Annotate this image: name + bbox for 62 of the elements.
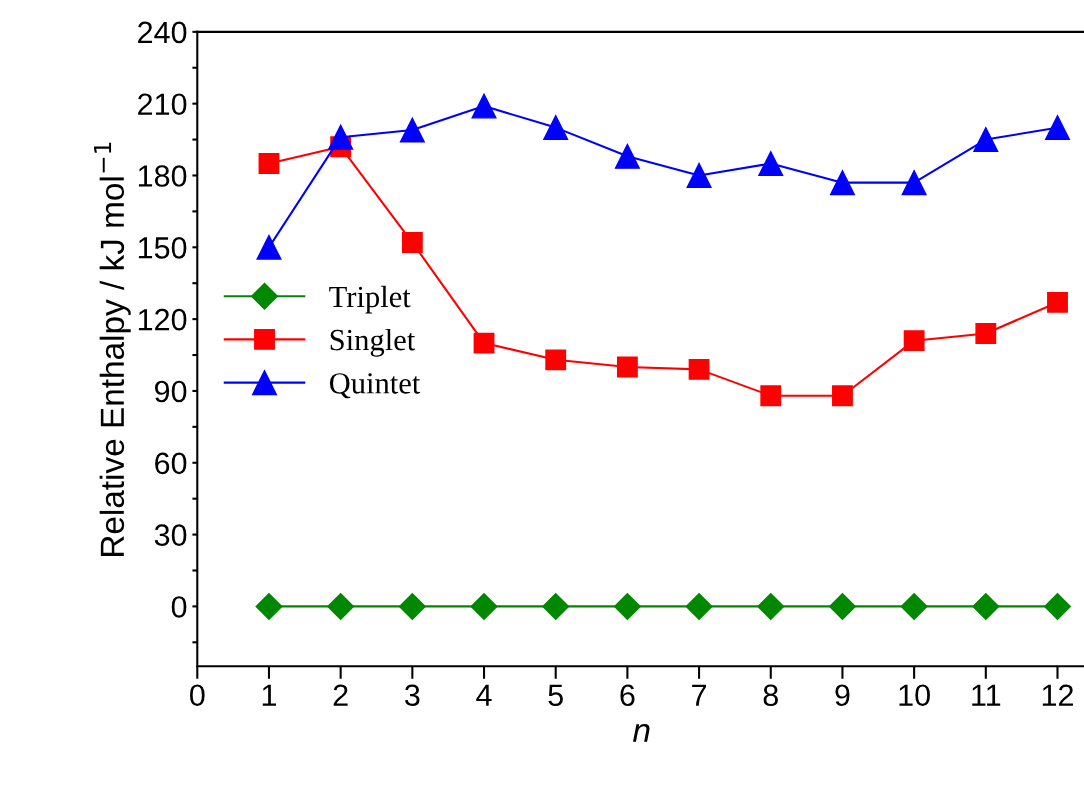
y-tick-label: 30: [154, 524, 187, 546]
point: [1047, 291, 1068, 313]
y-tick-label: 0: [171, 596, 187, 618]
y-tick-label: 210: [138, 93, 187, 116]
point: [542, 592, 570, 620]
legend-label: Singlet: [330, 328, 416, 357]
point: [900, 592, 928, 620]
point: [255, 592, 283, 620]
point: [327, 592, 355, 620]
point: [760, 385, 782, 407]
x-tick-label: 5: [548, 684, 563, 707]
point: [613, 592, 641, 620]
point: [471, 93, 497, 119]
x-tick-label: 12: [1042, 684, 1073, 706]
y-tick-label: 150: [138, 237, 187, 259]
point: [975, 323, 997, 344]
point: [256, 234, 282, 260]
point: [686, 162, 712, 188]
point: [1044, 115, 1070, 141]
point: [543, 115, 569, 141]
point: [973, 127, 999, 153]
point: [901, 170, 927, 196]
point: [1044, 592, 1071, 620]
x-tick-label: 1: [262, 684, 276, 706]
x-tick-label: 9: [835, 684, 850, 707]
point: [972, 592, 1000, 620]
point: [903, 330, 925, 352]
x-tick-label: 6: [620, 684, 635, 707]
point: [758, 151, 784, 177]
y-tick-label: 60: [155, 452, 187, 475]
y-tick-label: 240: [138, 21, 187, 44]
point: [685, 592, 713, 620]
x-tick-label: 2: [333, 684, 348, 706]
legend-label: Quintet: [329, 373, 421, 399]
x-tick-label: 11: [972, 684, 1001, 706]
y-axis-title: Relative Enthalpy / kJ mol$^{−1}$: [94, 142, 131, 556]
x-axis-title: n: [633, 723, 650, 742]
point: [688, 358, 710, 380]
point: [328, 124, 354, 150]
point: [473, 332, 495, 354]
y-tick-label: 90: [155, 380, 187, 403]
point: [757, 592, 785, 620]
point: [401, 232, 423, 253]
point: [828, 592, 856, 620]
y-tick-label: 120: [138, 308, 187, 331]
point: [399, 117, 425, 143]
point: [470, 592, 498, 620]
point: [545, 349, 567, 371]
point: [832, 385, 853, 407]
x-tick-label: 0: [189, 684, 205, 707]
y-tick-label: 180: [138, 165, 187, 187]
point: [258, 153, 280, 174]
legend-label: Triplet: [329, 285, 411, 314]
point: [614, 143, 640, 169]
x-tick-label: 3: [405, 684, 420, 707]
point: [398, 592, 426, 620]
x-tick-label: 10: [899, 684, 930, 707]
point: [616, 356, 638, 378]
point: [829, 170, 855, 196]
x-tick-label: 4: [476, 684, 492, 706]
x-tick-label: 8: [763, 684, 778, 707]
x-tick-label: 7: [692, 684, 707, 706]
